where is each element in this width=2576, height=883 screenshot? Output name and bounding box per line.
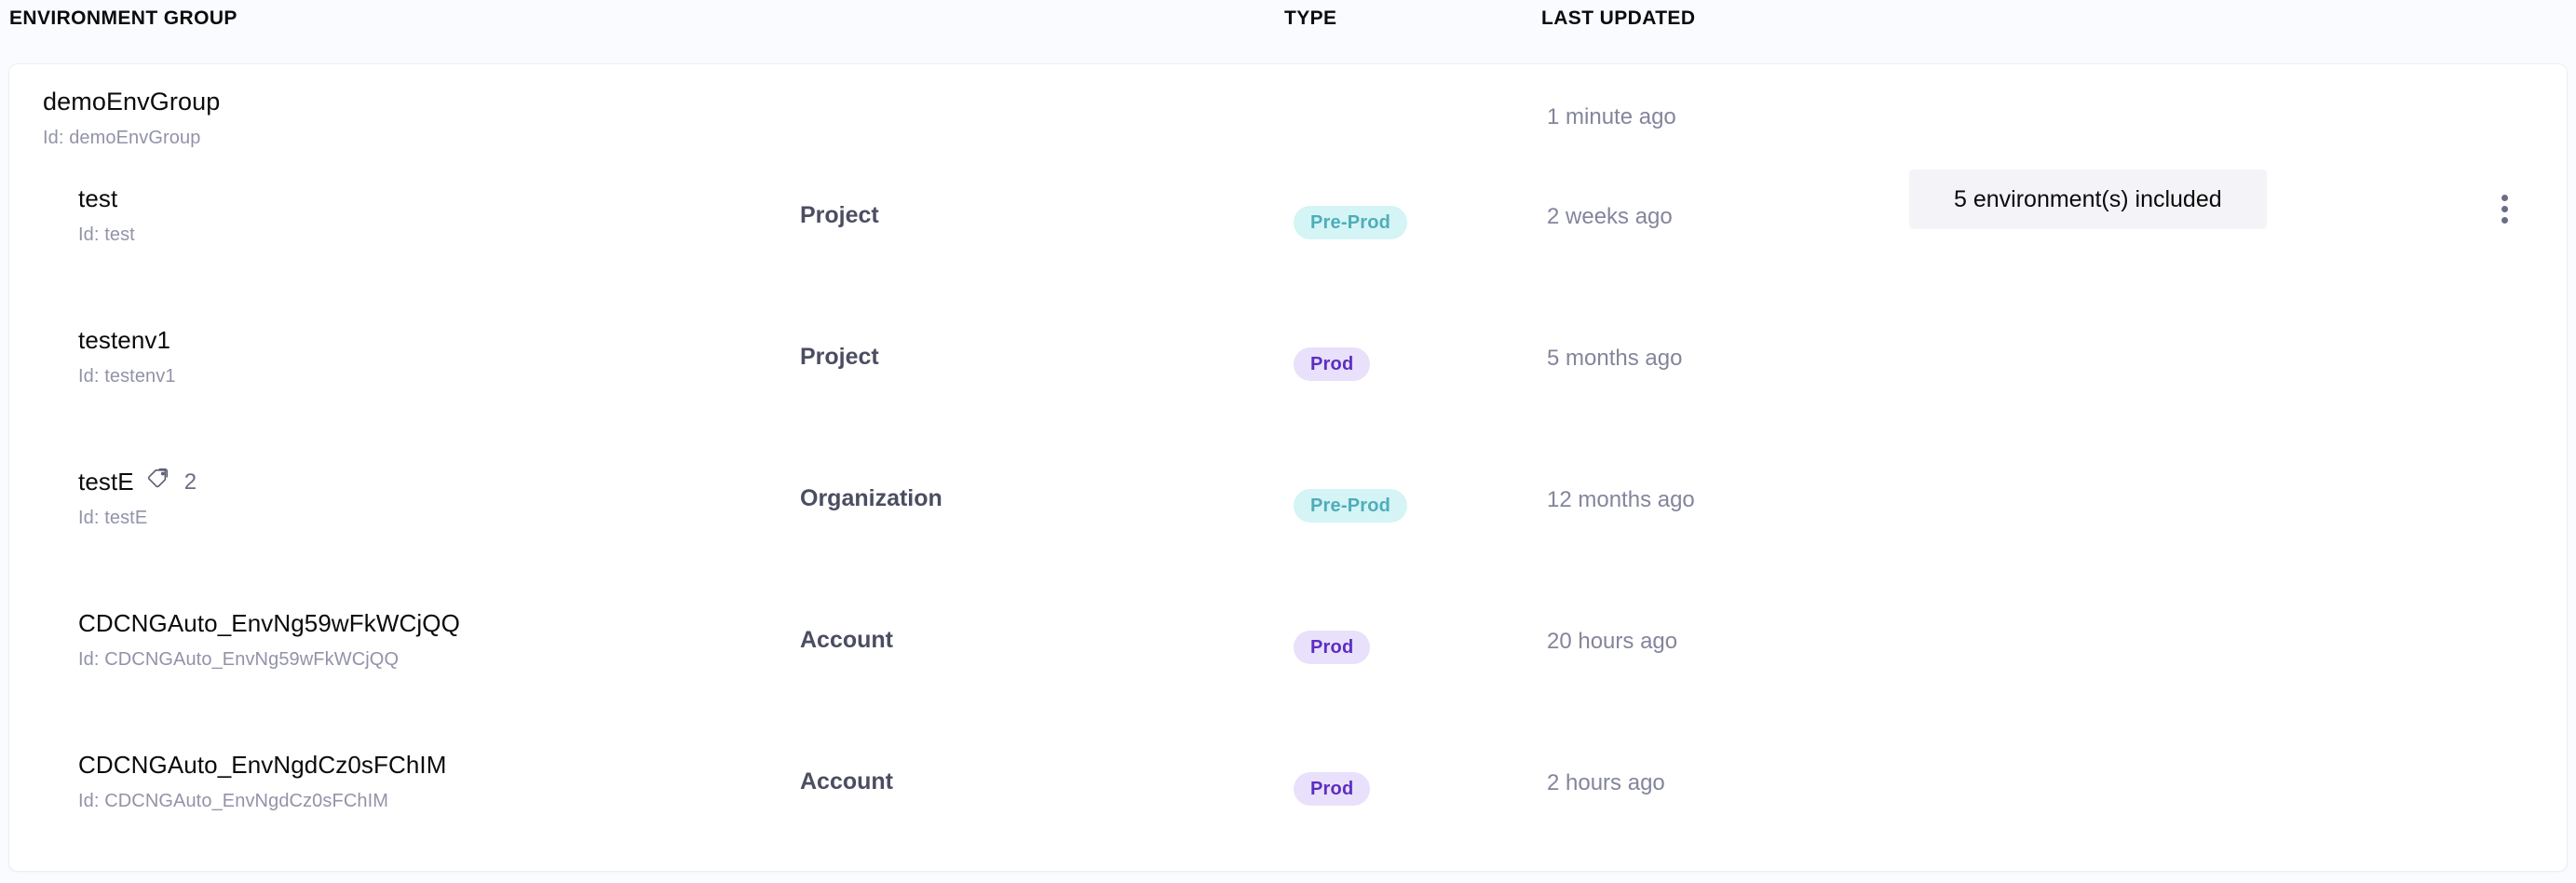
environment-name-wrap: testenv1: [78, 326, 170, 355]
environment-last-updated: 12 months ago: [1547, 487, 1695, 512]
environment-name: testenv1: [78, 326, 171, 354]
status-badge: Pre-Prod: [1294, 206, 1408, 239]
table-header: ENVIRONMENT GROUP TYPE LAST UPDATED: [0, 0, 2576, 50]
environment-type: Account: [800, 768, 893, 795]
environment-name-wrap: test: [78, 184, 117, 213]
environment-row[interactable]: testE 2 Id: testE Organization Pre-Prod 12 mo…: [9, 441, 2567, 567]
environment-row[interactable]: CDCNGAuto_EnvNgdCz0sFChIM Id: CDCNGAuto_E…: [9, 724, 2567, 850]
environment-name-wrap: testE 2: [78, 468, 197, 496]
kebab-dot-1: [2501, 194, 2508, 201]
environment-row[interactable]: test Id: test Project Pre-Prod 2 weeks ago: [9, 157, 2567, 284]
environment-id: Id: test: [78, 224, 135, 245]
environment-name: test: [78, 184, 118, 212]
environment-badge-cell: Pre-Prod: [1294, 206, 1408, 239]
kebab-dot-2: [2501, 205, 2508, 212]
environment-row[interactable]: testenv1 Id: testenv1 Project Prod 5 months …: [9, 299, 2567, 426]
environment-name: testE: [78, 468, 134, 496]
environment-badge-cell: Prod: [1294, 772, 1371, 806]
tags-icon: [146, 468, 170, 496]
tag-count: 2: [183, 469, 197, 495]
environment-row[interactable]: CDCNGAuto_EnvNg59wFkWCjQQ Id: CDCNGAuto_E…: [9, 582, 2567, 709]
environment-last-updated: 2 hours ago: [1547, 770, 1665, 795]
environment-name: CDCNGAuto_EnvNgdCz0sFChIM: [78, 751, 447, 779]
environment-name-wrap: CDCNGAuto_EnvNg59wFkWCjQQ: [78, 609, 460, 638]
environment-type: Project: [800, 202, 879, 228]
environment-id: Id: testenv1: [78, 366, 176, 387]
environment-id: Id: testE: [78, 508, 148, 528]
environment-badge-cell: Prod: [1294, 347, 1371, 381]
environment-last-updated: 2 weeks ago: [1547, 204, 1673, 229]
environment-name-wrap: CDCNGAuto_EnvNgdCz0sFChIM: [78, 751, 447, 780]
status-badge: Prod: [1294, 631, 1371, 664]
environment-group-card: demoEnvGroup Id: demoEnvGroup 1 minute a…: [8, 63, 2568, 872]
environment-last-updated: 5 months ago: [1547, 346, 1683, 371]
environment-id: Id: CDCNGAuto_EnvNgdCz0sFChIM: [78, 791, 389, 811]
environment-name: CDCNGAuto_EnvNg59wFkWCjQQ: [78, 609, 460, 637]
environment-id: Id: CDCNGAuto_EnvNg59wFkWCjQQ: [78, 649, 400, 670]
status-badge: Prod: [1294, 347, 1371, 381]
kebab-dot-3: [2501, 216, 2508, 224]
environment-group-name: demoEnvGroup: [43, 88, 221, 115]
environment-type: Account: [800, 627, 893, 653]
column-header-last-updated: LAST UPDATED: [1541, 7, 1696, 29]
environment-type: Organization: [800, 485, 942, 511]
status-badge: Prod: [1294, 772, 1371, 806]
environment-group-id: Id: demoEnvGroup: [43, 128, 201, 148]
kebab-menu-icon[interactable]: [2479, 183, 2529, 234]
show-less-row: Show Less: [9, 867, 2567, 871]
environment-last-updated: 20 hours ago: [1547, 629, 1678, 654]
column-header-type: TYPE: [1284, 7, 1337, 29]
environments-included-chip: 5 environment(s) included: [1909, 170, 2267, 229]
environment-badge-cell: Pre-Prod: [1294, 489, 1408, 523]
column-header-environment-group: ENVIRONMENT GROUP: [9, 7, 237, 29]
status-badge: Pre-Prod: [1294, 489, 1408, 523]
environment-type: Project: [800, 344, 879, 370]
environment-badge-cell: Prod: [1294, 631, 1371, 664]
environment-group-last-updated: 1 minute ago: [1547, 104, 1676, 129]
environment-group-row[interactable]: demoEnvGroup Id: demoEnvGroup 1 minute a…: [9, 64, 2567, 229]
